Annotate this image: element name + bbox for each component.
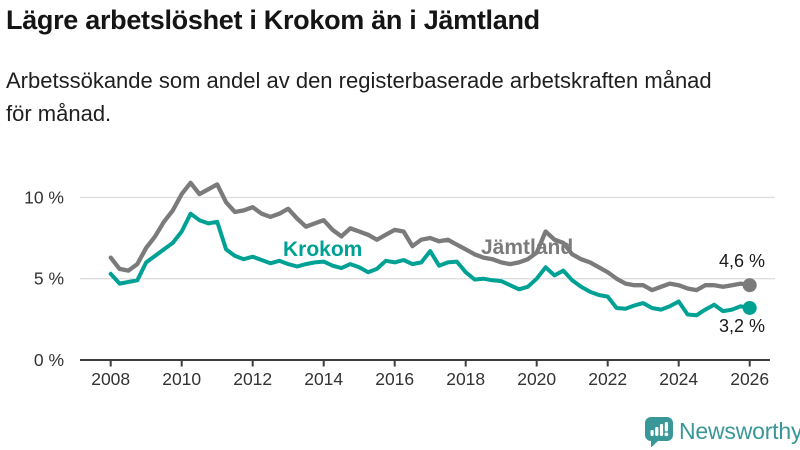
- series-line-jämtland: [108, 180, 752, 293]
- brand-name: Newsworthy: [679, 418, 800, 445]
- x-axis-label: 2014: [304, 369, 343, 389]
- brand-logo: Newsworthy: [644, 416, 800, 448]
- series-label-jamtland: Jämtland: [481, 236, 574, 259]
- x-axis-label: 2012: [233, 369, 272, 389]
- series-label-krokom: Krokom: [283, 238, 363, 261]
- subtitle-line-1: Arbetssökande som andel av den registerb…: [6, 68, 712, 93]
- y-axis-label: 0 %: [34, 350, 64, 370]
- y-axis-label: 10 %: [24, 187, 64, 207]
- series-line-krokom: [108, 211, 752, 318]
- x-axis-label: 2022: [588, 369, 627, 389]
- end-value-label-krokom: 3,2 %: [718, 316, 765, 336]
- newsworthy-logo-icon: [645, 417, 673, 448]
- x-axis-label: 2010: [162, 369, 201, 389]
- x-axis-label: 2026: [730, 369, 769, 389]
- x-axis-label: 2008: [91, 369, 130, 389]
- series-end-dot-krokom: [742, 300, 757, 315]
- page-subtitle: Arbetssökande som andel av den registerb…: [6, 64, 712, 130]
- x-axis-label: 2024: [659, 369, 698, 389]
- subtitle-line-2: för månad.: [6, 101, 112, 126]
- page-title: Lägre arbetslöshet i Krokom än i Jämtlan…: [6, 5, 540, 35]
- x-axis-label: 2018: [446, 369, 485, 389]
- end-value-label-jamtland: 4,6 %: [718, 251, 765, 271]
- x-axis-label: 2016: [375, 369, 414, 389]
- x-axis-label: 2020: [517, 369, 556, 389]
- y-axis-label: 5 %: [34, 269, 64, 289]
- series-end-dot-jämtland: [742, 278, 757, 293]
